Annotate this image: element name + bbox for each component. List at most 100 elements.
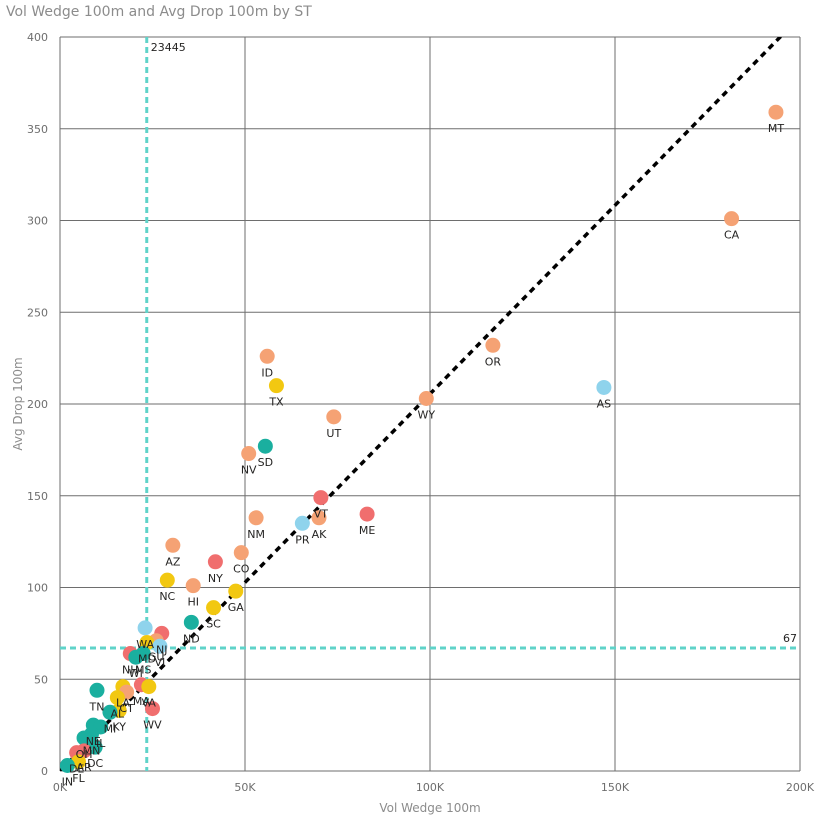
data-point-wi — [128, 649, 144, 665]
point-label-md: MD — [138, 653, 156, 666]
data-point-ca — [724, 211, 740, 227]
y-tick-label: 50 — [34, 673, 48, 686]
data-point-co — [233, 545, 249, 561]
point-label-ne: NE — [86, 735, 101, 748]
point-label-nj: NJ — [156, 643, 167, 656]
point-label-wa: WA — [136, 638, 154, 651]
point-label-id: ID — [261, 366, 273, 379]
point-label-az: AZ — [165, 555, 181, 568]
axis-ticks: 0K 50K 100K 150K 200K 0 50 100 150 200 250 300 350 40… — [27, 31, 815, 794]
point-label-la: LA — [116, 697, 130, 710]
data-point-wy — [418, 390, 434, 406]
point-label-ar: AR — [76, 761, 92, 774]
point-label-il: IL — [96, 737, 106, 750]
point-label-va: VA — [142, 697, 157, 710]
data-point-tn — [89, 682, 105, 698]
point-label-hi: HI — [187, 596, 199, 609]
data-point-nc — [159, 572, 175, 588]
y-tick-label: 100 — [27, 582, 48, 595]
point-label-vi: VI — [155, 656, 166, 669]
point-label-ky: KY — [112, 720, 126, 733]
data-point-mt — [768, 104, 784, 120]
point-label-or: OR — [485, 355, 502, 368]
y-tick-label: 250 — [27, 306, 48, 319]
data-point-id — [259, 348, 275, 364]
y-tick-label: 400 — [27, 31, 48, 44]
point-label-ms: MS — [135, 664, 151, 677]
point-label-nh: NH — [122, 664, 139, 677]
point-label-ny: NY — [208, 572, 223, 585]
point-label-pr: PR — [295, 533, 310, 546]
y-axis-title: Avg Drop 100m — [11, 357, 25, 450]
x-tick-label: 100K — [416, 781, 445, 794]
data-point-sd — [257, 438, 273, 454]
data-point-pr — [294, 515, 310, 531]
data-point-ga — [228, 583, 244, 599]
data-point-vi — [152, 638, 168, 654]
data-point-me — [359, 506, 375, 522]
point-label-nm: NM — [247, 528, 265, 541]
point-label-mt: MT — [768, 122, 784, 135]
data-point-nv — [241, 446, 257, 462]
data-point-al — [109, 690, 125, 706]
x-tick-label: 50K — [234, 781, 256, 794]
data-point-wa — [137, 620, 153, 636]
data-point-hi — [185, 578, 201, 594]
point-label-ut: UT — [326, 427, 341, 440]
x-tick-label: 150K — [601, 781, 630, 794]
point-label-me: ME — [359, 524, 375, 537]
x-axis-title: Vol Wedge 100m — [379, 801, 480, 815]
point-label-ga: GA — [228, 601, 245, 614]
data-point-ny — [207, 554, 223, 570]
point-label-nd: ND — [183, 632, 200, 645]
data-point-ak — [311, 510, 327, 526]
point-label-ak: AK — [312, 528, 328, 541]
point-label-wy: WY — [417, 408, 435, 421]
x-tick-label: 200K — [786, 781, 815, 794]
data-point-sc — [206, 600, 222, 616]
data-point-nm — [248, 510, 264, 526]
point-label-ct: CT — [119, 702, 134, 715]
y-tick-label: 0 — [41, 765, 48, 778]
point-label-wv: WV — [143, 719, 162, 732]
data-point-or — [485, 337, 501, 353]
point-label-al: AL — [111, 708, 126, 721]
data-point-mi — [102, 704, 118, 720]
point-label-de: DE — [69, 763, 84, 776]
point-label-nc: NC — [159, 590, 175, 603]
x-reference-label: 23445 — [151, 41, 186, 54]
point-label-fl: FL — [72, 772, 85, 785]
data-point-az — [165, 537, 181, 553]
point-label-tn: TN — [89, 700, 105, 713]
data-point-vt — [313, 490, 329, 506]
data-point-wv — [145, 701, 160, 717]
data-point-oh — [76, 730, 92, 746]
data-point-ut — [326, 409, 342, 425]
data-point-nd — [183, 614, 199, 630]
point-label-nv: NV — [241, 464, 257, 477]
point-label-as: AS — [597, 397, 612, 410]
point-label-vt: VT — [314, 508, 329, 521]
point-label-co: CO — [233, 563, 250, 576]
point-label-dc: DC — [87, 757, 103, 770]
y-tick-label: 350 — [27, 123, 48, 136]
point-label-in: IN — [62, 775, 73, 788]
y-reference-label: 67 — [783, 632, 797, 645]
y-tick-label: 150 — [27, 490, 48, 503]
point-label-ca: CA — [724, 229, 740, 242]
point-label-mi: MI — [104, 722, 117, 735]
point-label-oh: OH — [76, 748, 93, 761]
chart-title: Vol Wedge 100m and Avg Drop 100m by ST — [6, 4, 312, 20]
point-label-sc: SC — [206, 618, 221, 631]
data-point-tx — [268, 378, 284, 394]
point-label-tx: TX — [268, 396, 284, 409]
point-label-sd: SD — [258, 456, 273, 469]
x-tick-label: 0K — [53, 781, 68, 794]
data-points — [59, 104, 784, 773]
y-tick-label: 300 — [27, 215, 48, 228]
data-point-va — [141, 679, 157, 695]
point-label-mn: MN — [83, 744, 101, 757]
point-label-gu: GU — [148, 651, 165, 664]
point-label-wi: WI — [129, 667, 143, 680]
